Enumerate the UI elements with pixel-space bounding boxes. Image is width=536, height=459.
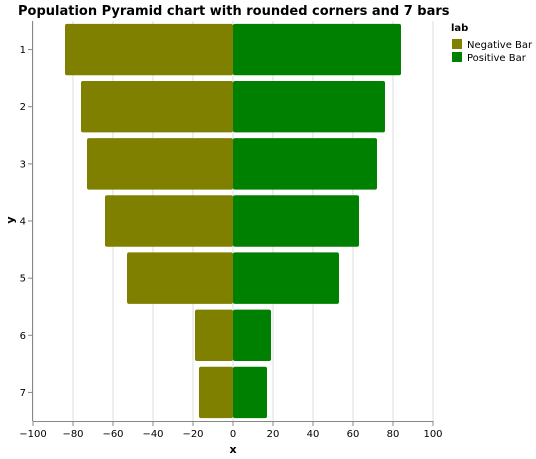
chart-title: Population Pyramid chart with rounded co… (18, 4, 450, 19)
y-tick-label: 3 (20, 159, 26, 170)
bar-negative-bar-7 (199, 366, 233, 419)
y-tick-label: 7 (20, 388, 26, 399)
x-tick-label: −100 (19, 429, 46, 440)
x-tick-label: −60 (102, 429, 123, 440)
x-tick-label: 0 (230, 429, 236, 440)
bar-positive-bar-2 (233, 81, 385, 133)
y-tick-label: 1 (20, 45, 26, 56)
x-tick-label: −40 (142, 429, 163, 440)
x-tick-label: 100 (423, 429, 442, 440)
x-tick-label: 80 (387, 429, 400, 440)
y-tick-label: 6 (20, 331, 26, 342)
bar-positive-bar-6 (233, 309, 271, 361)
x-tick-label: 60 (347, 429, 360, 440)
y-tick-label: 2 (20, 102, 26, 113)
bar-negative-bar-2 (81, 81, 233, 133)
bar-negative-bar-5 (127, 252, 233, 304)
x-tick-label: 40 (307, 429, 320, 440)
legend-swatch-negative-bar (452, 39, 462, 49)
bar-positive-bar-7 (233, 366, 267, 419)
axes: −100 −80 −60 −40 −20 0 20 40 60 80 100 1 2 3 4 5 6 7 (19, 21, 443, 440)
bar-negative-bar-6 (195, 309, 233, 361)
legend-label: Negative Bar (467, 40, 533, 51)
x-tick-label: 20 (267, 429, 280, 440)
bar-positive-bar-4 (233, 195, 359, 247)
y-tick-label: 4 (20, 217, 26, 228)
x-tick-label: −20 (182, 429, 203, 440)
bar-negative-bar-3 (87, 138, 233, 190)
legend-label: Positive Bar (467, 53, 527, 64)
bars (65, 23, 401, 419)
bar-positive-bar-1 (233, 23, 401, 76)
legend-swatch-positive-bar (452, 52, 462, 62)
y-tick-label: 5 (20, 274, 26, 285)
x-axis-title: x (229, 443, 236, 456)
bar-negative-bar-4 (105, 195, 233, 247)
y-axis-title: y (4, 216, 17, 223)
legend: lab Negative Bar Positive Bar (451, 23, 533, 64)
bar-positive-bar-5 (233, 252, 339, 304)
x-tick-label: −80 (62, 429, 83, 440)
bar-positive-bar-3 (233, 138, 377, 190)
legend-title: lab (451, 23, 468, 34)
bar-negative-bar-1 (65, 23, 233, 76)
